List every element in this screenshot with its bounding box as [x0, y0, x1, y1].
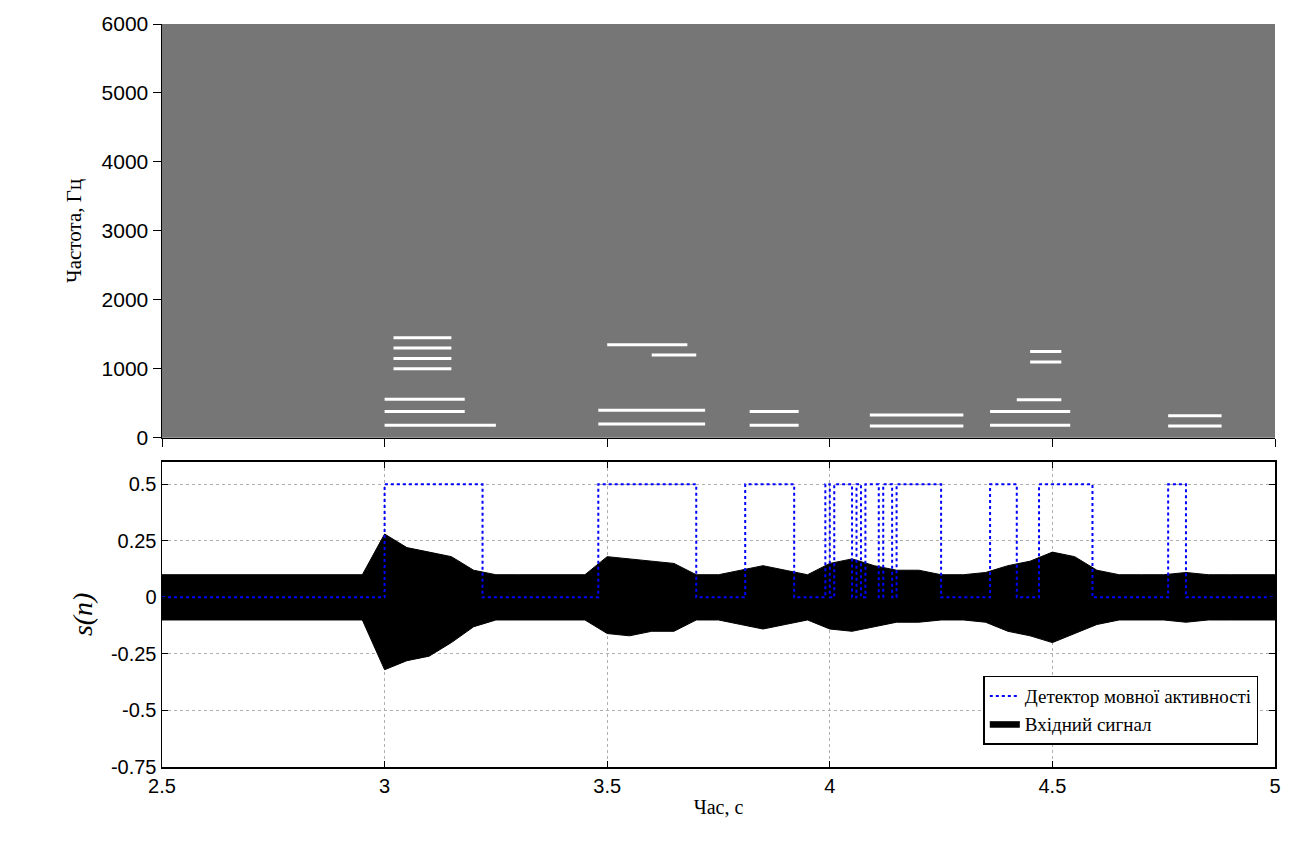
svg-text:3000: 3000	[102, 219, 149, 242]
svg-text:3: 3	[379, 775, 390, 797]
svg-text:0: 0	[137, 426, 149, 449]
svg-text:0: 0	[145, 586, 156, 608]
svg-text:3.5: 3.5	[593, 775, 621, 797]
svg-text:2.5: 2.5	[148, 775, 176, 797]
svg-text:Частота, Гц: Частота, Гц	[62, 179, 86, 283]
svg-text:5000: 5000	[102, 81, 149, 104]
svg-text:0.5: 0.5	[129, 473, 157, 495]
svg-text:1000: 1000	[102, 357, 149, 380]
svg-text:-0.5: -0.5	[122, 699, 156, 721]
svg-text:2000: 2000	[102, 288, 149, 311]
svg-text:-0.25: -0.25	[111, 643, 157, 665]
svg-text:0.25: 0.25	[118, 530, 157, 552]
svg-text:4: 4	[824, 775, 835, 797]
svg-text:s(n): s(n)	[67, 593, 98, 637]
svg-text:4.5: 4.5	[1038, 775, 1066, 797]
svg-text:-0.75: -0.75	[111, 756, 157, 778]
svg-text:Детектор мовної активності: Детектор мовної активності	[1025, 686, 1251, 707]
svg-text:6000: 6000	[102, 12, 149, 35]
svg-text:Вхідний сигнал: Вхідний сигнал	[1025, 714, 1152, 735]
svg-text:4000: 4000	[102, 150, 149, 173]
svg-text:Час, с: Час, с	[694, 796, 744, 818]
svg-text:5: 5	[1269, 775, 1280, 797]
